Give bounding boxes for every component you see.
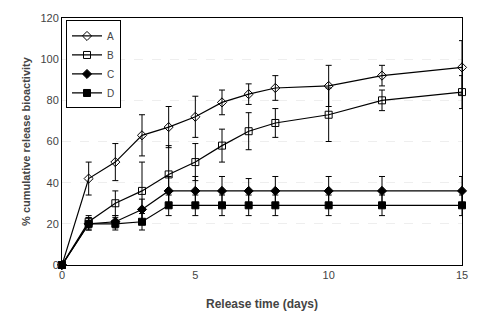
svg-text:10: 10 bbox=[323, 269, 335, 281]
svg-text:80: 80 bbox=[47, 94, 59, 106]
svg-text:B: B bbox=[107, 50, 114, 61]
svg-text:A: A bbox=[107, 31, 114, 42]
svg-text:C: C bbox=[107, 69, 114, 80]
svg-text:Release time (days): Release time (days) bbox=[206, 297, 318, 311]
svg-text:15: 15 bbox=[456, 269, 468, 281]
svg-text:5: 5 bbox=[192, 269, 198, 281]
svg-text:100: 100 bbox=[40, 53, 58, 65]
svg-text:20: 20 bbox=[47, 218, 59, 230]
svg-text:120: 120 bbox=[40, 12, 58, 24]
svg-text:0: 0 bbox=[53, 259, 59, 271]
svg-text:0: 0 bbox=[59, 269, 65, 281]
svg-text:D: D bbox=[107, 88, 114, 99]
svg-text:40: 40 bbox=[47, 177, 59, 189]
svg-text:% cumulative release bioactivi: % cumulative release bioactivity bbox=[20, 56, 32, 226]
svg-text:60: 60 bbox=[47, 135, 59, 147]
